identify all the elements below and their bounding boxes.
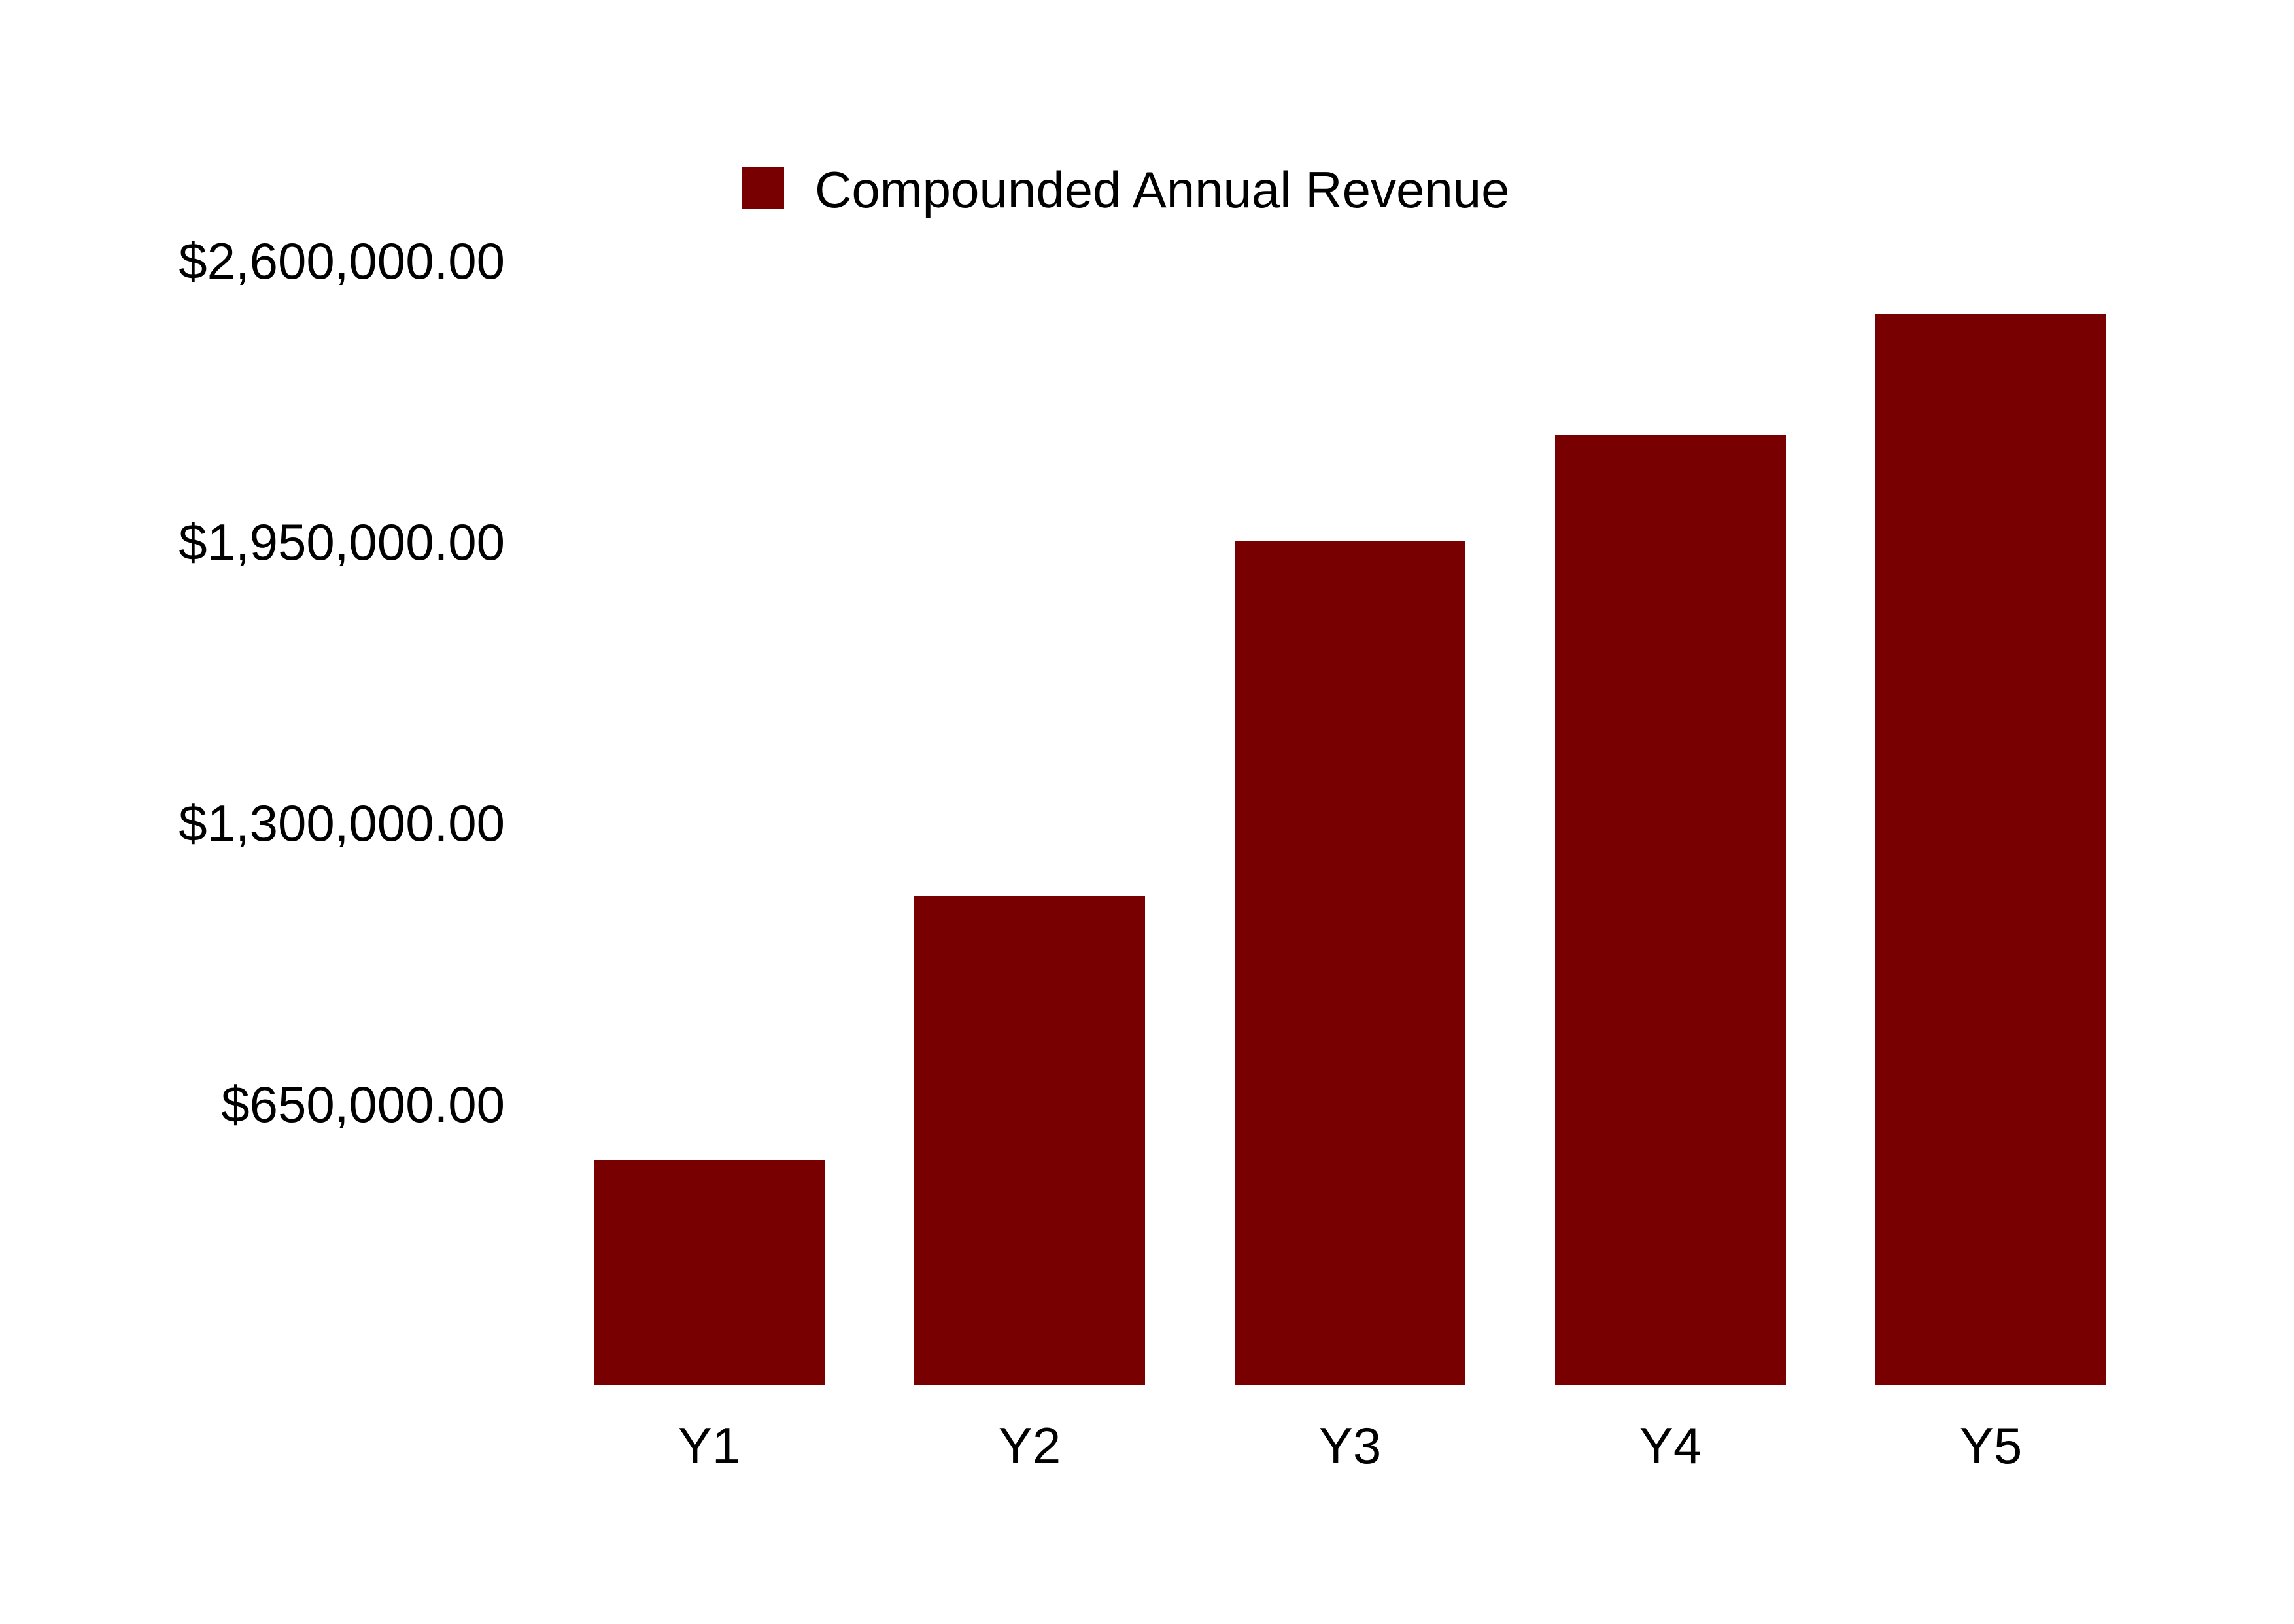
legend: Compounded Annual Revenue — [742, 161, 1509, 218]
bar-y3 — [1235, 541, 1465, 1385]
x-tick-label: Y1 — [678, 1417, 740, 1474]
x-tick-label: Y5 — [1960, 1417, 2022, 1474]
y-tick-label: $1,300,000.00 — [179, 794, 505, 852]
bar-y1 — [594, 1160, 825, 1385]
y-axis: $650,000.00 $1,300,000.00 $1,950,000.00 $2,… — [179, 232, 505, 1133]
bar-y5 — [1875, 314, 2106, 1385]
legend-label: Compounded Annual Revenue — [815, 161, 1509, 218]
x-tick-label: Y2 — [999, 1417, 1061, 1474]
y-tick-label: $2,600,000.00 — [179, 232, 505, 290]
legend-swatch — [742, 167, 784, 209]
bars — [594, 314, 2106, 1385]
y-tick-label: $1,950,000.00 — [179, 513, 505, 571]
x-tick-label: Y3 — [1319, 1417, 1381, 1474]
bar-y2 — [914, 896, 1145, 1385]
x-axis: Y1 Y2 Y3 Y4 Y5 — [678, 1417, 2022, 1474]
bar-y4 — [1555, 435, 1786, 1385]
x-tick-label: Y4 — [1639, 1417, 1702, 1474]
y-tick-label: $650,000.00 — [221, 1075, 505, 1133]
